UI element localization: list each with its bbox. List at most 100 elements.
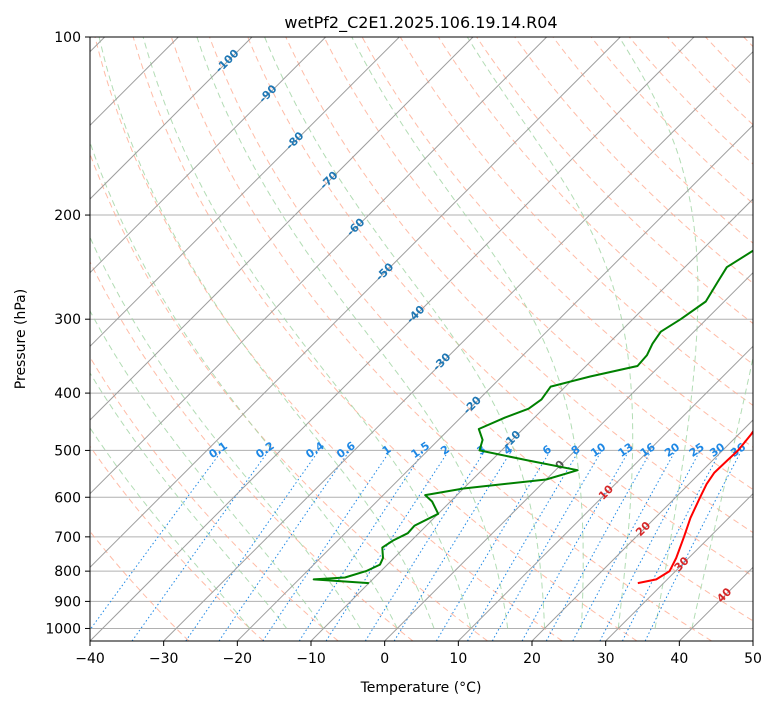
dry-adiabat (590, 37, 753, 205)
isotherm-line (236, 124, 753, 641)
y-tick-label: 200 (54, 208, 81, 224)
isotherm-label: -30 (430, 350, 453, 373)
x-tick-label: −10 (296, 651, 326, 667)
dry-adiabat (628, 37, 753, 165)
mixing-ratio-label: 25 (687, 440, 707, 459)
y-axis-ticks: 1000 900 800 700 600 500 400 300 200 100 (45, 30, 90, 637)
isotherm-line (90, 37, 695, 641)
mixing-ratio-label: 10 (588, 440, 608, 460)
mixing-ratio-label: 0.6 (334, 439, 358, 461)
isotherm-line (90, 37, 400, 348)
mixing-ratio-line (298, 450, 425, 641)
mixing-ratio-label: 30 (707, 440, 727, 460)
isotherm-line (90, 37, 474, 421)
x-tick-label: −20 (223, 651, 253, 667)
moist-adiabat (90, 236, 361, 629)
dry-adiabat (132, 37, 638, 641)
isotherm-line (90, 37, 327, 274)
mixing-ratio-line (393, 450, 513, 641)
dry-adiabat (94, 37, 563, 641)
mixing-ratio-label: 0.4 (303, 439, 327, 461)
moist-adiabat (90, 426, 251, 629)
mixing-ratio-line (521, 450, 630, 641)
moist-adiabat (196, 37, 509, 629)
moist-adiabat (618, 37, 699, 629)
moist-adiabat (351, 37, 584, 629)
dry-adiabat (399, 37, 753, 407)
dry-adiabat (90, 445, 264, 641)
moist-adiabat (90, 372, 288, 629)
dry-adiabat (552, 37, 753, 244)
moist-adiabat (98, 37, 435, 629)
isotherm-label: 10 (596, 482, 616, 502)
y-tick-label: 600 (54, 490, 81, 506)
isotherm-line (90, 37, 621, 569)
dry-adiabat (437, 37, 753, 365)
dry-adiabat (90, 356, 339, 641)
x-tick-label: −40 (75, 651, 105, 667)
moist-adiabat (691, 355, 753, 629)
dewpoint-profile (312, 249, 753, 585)
dry-adiabat (514, 37, 753, 284)
isotherm-line (752, 640, 753, 641)
isotherm-line (605, 492, 753, 641)
x-tick-label: 30 (597, 651, 615, 667)
moist-adiabat (264, 37, 545, 629)
isotherm-line (310, 198, 753, 641)
mixing-ratio-line (644, 450, 742, 641)
dry-adiabats (90, 37, 753, 641)
mixing-ratio-label: 1.5 (409, 439, 432, 461)
y-tick-label: 500 (54, 443, 81, 459)
dry-adiabat (209, 37, 753, 622)
mixing-ratio-line (325, 450, 450, 641)
y-tick-label: 900 (54, 594, 81, 610)
x-tick-label: −30 (149, 651, 179, 667)
y-tick-label: 800 (54, 564, 81, 580)
mixing-ratio-line (435, 450, 552, 641)
dry-adiabat (323, 37, 753, 491)
isotherm-line (90, 37, 253, 200)
mixing-ratio-line (262, 450, 391, 641)
mixing-ratio-label: 16 (638, 440, 658, 460)
isotherm-line (457, 345, 753, 641)
temperature-profile (637, 429, 753, 585)
mixing-ratio-line (599, 450, 701, 641)
y-tick-label: 700 (54, 530, 81, 546)
y-tick-label: 1000 (45, 621, 81, 637)
isotherm-label: 40 (714, 585, 734, 605)
x-tick-label: 20 (523, 651, 541, 667)
sounding-profiles (312, 249, 753, 585)
x-tick-label: 0 (380, 651, 389, 667)
x-tick-label: 40 (670, 651, 688, 667)
isotherm-line (531, 419, 753, 641)
y-axis-label: Pressure (hPa) (13, 289, 29, 389)
y-tick-label: 400 (54, 386, 81, 402)
mixing-ratio-line (185, 450, 320, 641)
skewed-isotherms (90, 37, 753, 641)
moist-adiabat (90, 140, 398, 629)
mixing-ratio-line (572, 450, 676, 641)
moist-adiabat (466, 37, 634, 629)
dry-adiabat (667, 37, 753, 126)
y-tick-label: 300 (54, 312, 81, 328)
dry-adiabat (743, 37, 753, 48)
mixing-ratio-line (364, 450, 486, 641)
x-axis-ticks: −40 −30 −20 −10 0 10 20 30 40 50 (75, 641, 762, 667)
dry-adiabat (705, 37, 753, 87)
isotherm-line (90, 37, 548, 495)
mixing-ratio-line (218, 450, 351, 641)
plot-area: 0.1 0.2 0.4 0.6 1 1.5 2 3 4 6 8 10 13 16 20 25 30 36-100-… (90, 37, 753, 641)
x-axis-label: Temperature (°C) (360, 680, 482, 696)
isotherm-label: -20 (461, 393, 484, 416)
moist-adiabat (90, 310, 324, 629)
dry-adiabat (247, 37, 753, 577)
isobar-grid (90, 37, 753, 629)
mixing-ratio-line (545, 450, 652, 641)
mixing-ratio-lines (90, 450, 742, 641)
moist-adiabats (90, 37, 753, 629)
y-tick-label: 100 (54, 30, 81, 46)
mixing-ratio-line (90, 450, 223, 631)
mixing-ratio-label: 0.1 (206, 439, 229, 461)
x-tick-label: 50 (744, 651, 762, 667)
isotherm-label: -90 (256, 82, 279, 105)
